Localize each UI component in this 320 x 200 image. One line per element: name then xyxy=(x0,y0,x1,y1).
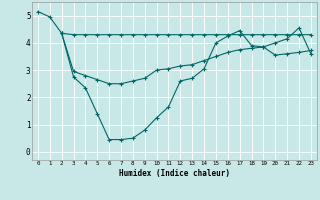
X-axis label: Humidex (Indice chaleur): Humidex (Indice chaleur) xyxy=(119,169,230,178)
